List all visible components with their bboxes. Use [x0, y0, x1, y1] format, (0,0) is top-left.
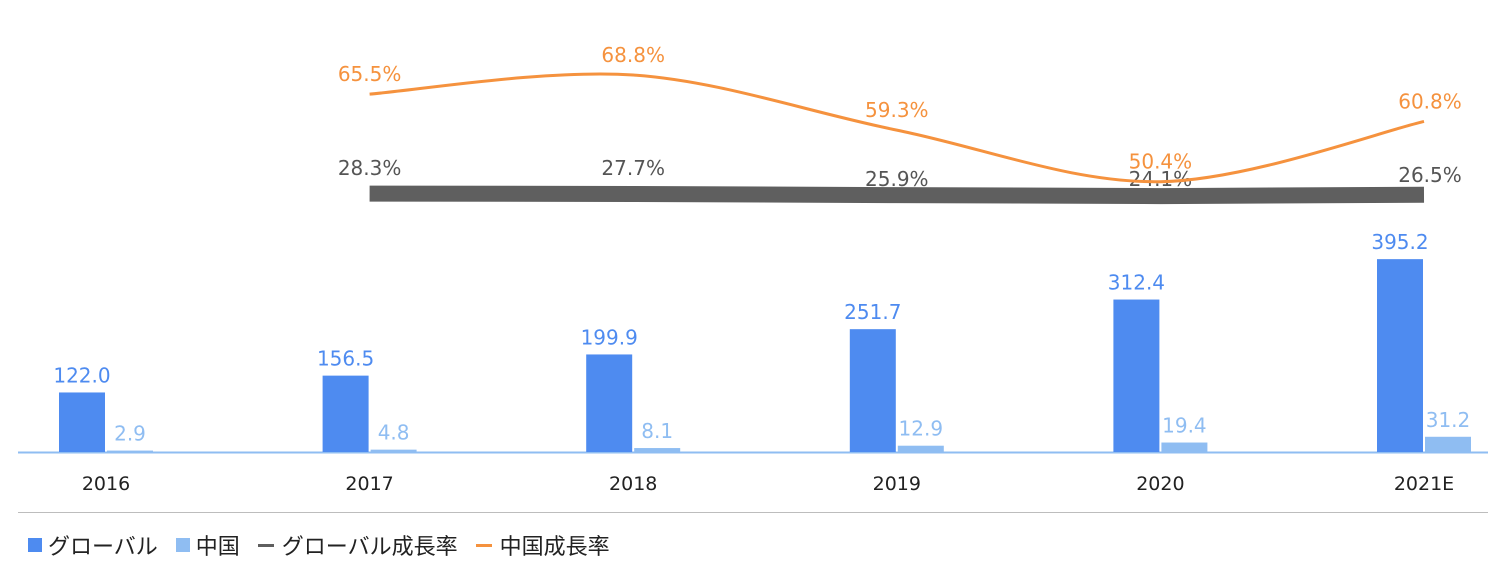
label-global-2021E: 395.2 [1371, 230, 1428, 254]
label-china-growth-2020: 50.4% [1129, 150, 1193, 174]
x-tick-label-2017: 2017 [345, 473, 393, 495]
bar-china-2021E [1425, 436, 1471, 452]
bar-china-2016 [107, 450, 153, 452]
x-tick-label-2021E: 2021E [1394, 473, 1454, 495]
legend-swatch-global [28, 538, 42, 552]
bar-china-2018 [634, 448, 681, 452]
legend-swatch-china [175, 538, 190, 552]
bar-china-2019 [897, 445, 944, 452]
label-global-2016: 122.0 [53, 363, 110, 387]
label-global-growth-2021E: 26.5% [1398, 163, 1462, 187]
legend: グローバル 中国 グローバル成長率 中国成長率 [28, 528, 628, 562]
legend-label-china: 中国 [195, 535, 240, 560]
legend-label-china-growth: 中国成長率 [499, 535, 610, 560]
chart-svg: 122.0 156.5 199.9 251.7 312.4 395.2 2.9 4.8 8.1 1… [18, 43, 1488, 495]
label-china-growth-2018: 68.8% [601, 43, 665, 67]
legend-label-global: グローバル [48, 535, 158, 560]
line-global-growth [369, 185, 1425, 205]
label-global-growth-2017: 28.3% [338, 156, 402, 180]
label-china-growth-2017: 65.5% [338, 62, 402, 86]
bar-global-2018 [586, 354, 633, 452]
label-china-2016: 2.9 [114, 422, 146, 446]
label-global-2018: 199.9 [581, 325, 638, 349]
label-china-2018: 8.1 [641, 419, 673, 443]
legend-item-global-growth: グローバル成長率 [257, 529, 458, 561]
bar-global-2021E [1377, 259, 1423, 452]
label-global-2019: 251.7 [844, 300, 901, 324]
label-china-2021E: 31.2 [1426, 408, 1471, 432]
label-china-2017: 4.8 [378, 421, 410, 445]
label-global-2020: 312.4 [1108, 271, 1165, 295]
bar-china-2020 [1161, 442, 1208, 452]
label-global-growth-2020: 24.1% [1129, 167, 1193, 191]
line-china-growth [369, 72, 1425, 184]
x-tick-label-2019: 2019 [873, 473, 921, 495]
bar-global-2016 [59, 392, 105, 452]
legend-swatch-global-growth [257, 543, 274, 547]
bar-global-2017 [322, 375, 369, 452]
x-tick-label-2020: 2020 [1136, 473, 1184, 495]
bar-global-2019 [849, 329, 896, 452]
legend-item-global: グローバル [28, 529, 158, 561]
label-china-2020: 19.4 [1162, 414, 1207, 438]
legend-divider [18, 512, 1488, 513]
bar-china-2017 [370, 449, 417, 452]
legend-item-china: 中国 [175, 529, 240, 561]
label-china-growth-2021E: 60.8% [1398, 89, 1462, 113]
legend-swatch-china-growth [475, 543, 492, 547]
bar-global-2020 [1113, 299, 1160, 452]
label-global-growth-2018: 27.7% [601, 156, 665, 180]
legend-item-china-growth: 中国成長率 [475, 529, 610, 561]
label-global-growth-2019: 25.9% [865, 167, 929, 191]
label-china-2019: 12.9 [899, 417, 944, 441]
x-tick-label-2018: 2018 [609, 473, 657, 495]
label-china-growth-2019: 59.3% [865, 98, 929, 122]
legend-label-global-growth: グローバル成長率 [281, 535, 458, 560]
x-tick-label-2016: 2016 [82, 473, 130, 495]
label-global-2017: 156.5 [317, 347, 374, 371]
